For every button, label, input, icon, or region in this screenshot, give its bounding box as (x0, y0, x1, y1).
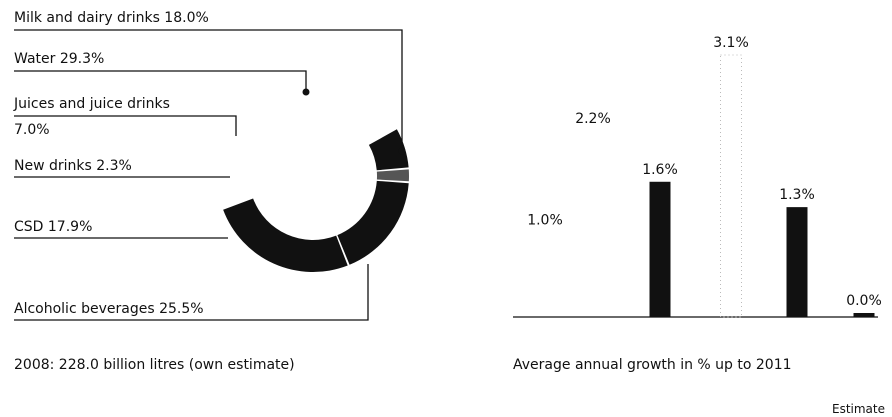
label-csd: CSD 17.9% (14, 219, 92, 235)
bar-label-3: 3.1% (713, 35, 749, 51)
leader-line-milk (14, 29, 403, 151)
bar-4 (786, 207, 808, 317)
bar-5 (853, 313, 875, 317)
leader-line-alcohol (14, 264, 369, 321)
donut-slice-juices-and-juice-drinks (368, 129, 409, 171)
bar-label-1: 2.2% (575, 111, 611, 127)
donut-slice-alcoholic-beverages (223, 198, 348, 272)
footnote-estimate: Estimate (832, 402, 885, 416)
donut-slice-csd (337, 180, 409, 265)
leader-dot-water (302, 88, 310, 96)
leader-line-juice (14, 115, 237, 136)
bar-label-4: 1.3% (779, 187, 815, 203)
leader-lines (14, 29, 403, 321)
leader-dot-milk (398, 147, 406, 155)
leader-line-water (14, 70, 307, 92)
label-newdrinks: New drinks 2.3% (14, 158, 132, 174)
donut-chart (223, 129, 409, 272)
label-water: Water 29.3% (14, 51, 104, 67)
bar-caption: Average annual growth in % up to 2011 (513, 357, 792, 373)
label-juice-line1: Juices and juice drinks (13, 96, 170, 112)
bar-2 (649, 181, 671, 317)
label-alcohol: Alcoholic beverages 25.5% (14, 301, 204, 317)
bar-chart: 1.0% 2.2% 1.6% 3.1% 1.3% 0.0% (527, 35, 882, 318)
label-juice-line2: 7.0% (14, 122, 50, 138)
bar-3 (720, 54, 742, 318)
label-milk: Milk and dairy drinks 18.0% (14, 10, 209, 26)
bar-label-0: 1.0% (527, 212, 563, 228)
bar-label-5: 0.0% (846, 293, 882, 309)
donut-slice-new-drinks (376, 169, 409, 182)
donut-caption: 2008: 228.0 billion litres (own estimate… (14, 357, 295, 373)
bar-label-2: 1.6% (642, 162, 678, 178)
